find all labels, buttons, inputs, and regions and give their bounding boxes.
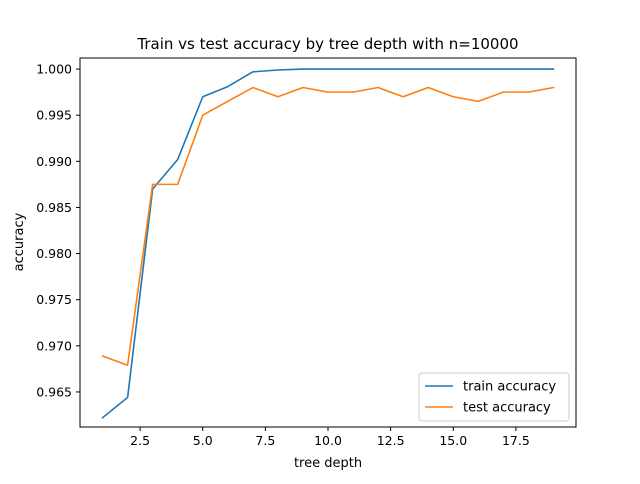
legend: train accuracy test accuracy [418, 372, 570, 422]
series-line-train [101, 68, 555, 419]
x-tick-label: 15.0 [439, 433, 467, 448]
x-tick-label: 17.5 [502, 433, 530, 448]
legend-box [418, 372, 570, 422]
y-tick-label: 0.985 [36, 200, 72, 215]
x-tick-label: 5.0 [193, 433, 213, 448]
y-tick-label: 0.980 [36, 246, 72, 261]
y-tick-label: 1.000 [36, 62, 72, 77]
y-tick-label: 0.970 [36, 338, 72, 353]
y-tick-label: 0.990 [36, 154, 72, 169]
x-tick-label: 7.5 [255, 433, 275, 448]
x-axis: 2.5 5.0 7.5 10.0 12.5 15.0 17.5 [130, 427, 530, 448]
legend-label: train accuracy [463, 380, 556, 395]
legend-label: test accuracy [463, 401, 551, 416]
chart-title: Train vs test accuracy by tree depth wit… [136, 35, 518, 53]
x-tick-label: 10.0 [314, 433, 342, 448]
x-tick-label: 2.5 [130, 433, 150, 448]
y-axis: 0.965 0.970 0.975 0.980 0.985 0.990 0.995 1.000 [36, 62, 80, 399]
x-tick-label: 12.5 [377, 433, 405, 448]
x-axis-label: tree depth [294, 456, 362, 471]
y-tick-label: 0.995 [36, 108, 72, 123]
y-tick-label: 0.975 [36, 292, 72, 307]
y-tick-label: 0.965 [36, 384, 72, 399]
plot-area [101, 68, 555, 419]
y-axis-label: accuracy [12, 212, 27, 271]
series-line-test [101, 86, 555, 366]
